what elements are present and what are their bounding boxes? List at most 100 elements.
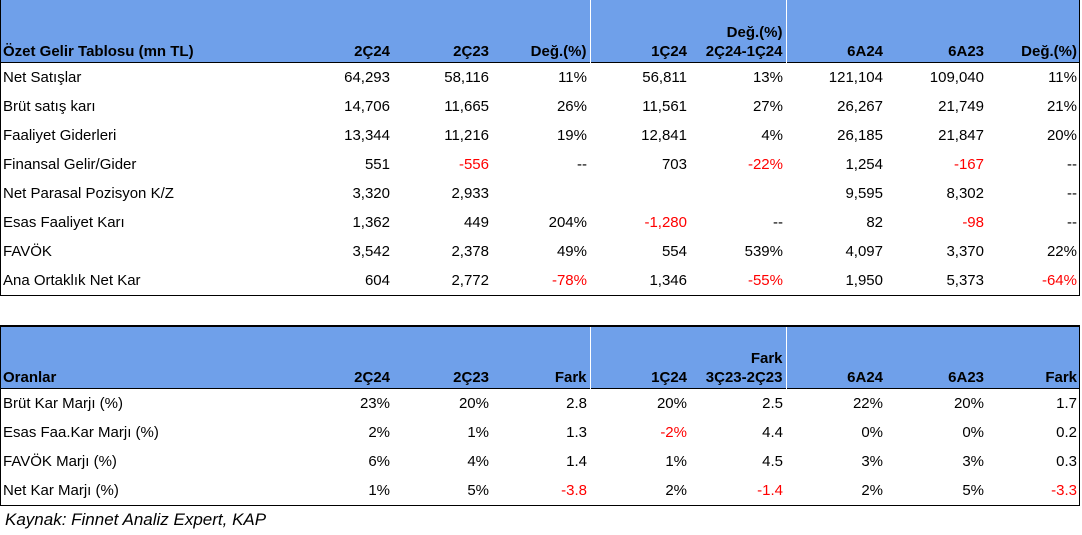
- table-cell: 551: [364, 156, 390, 173]
- table-cell: 13%: [752, 69, 783, 86]
- table-cell: 20%: [953, 394, 984, 412]
- col-yoy-change: Değ.(%): [492, 0, 590, 63]
- table-cell: 1,254: [845, 156, 883, 173]
- col-1q24: 1Ç24: [589, 326, 690, 388]
- table-cell: 1.3: [566, 423, 587, 441]
- ratios-table: Oranlar 2Ç24 2Ç23 Fark 1Ç24 Fark 3Ç23-2Ç2…: [0, 325, 1080, 506]
- table-cell: 1%: [665, 452, 687, 470]
- table-cell: [492, 179, 590, 208]
- income-row: Ana Ortaklık Net Kar 604 2,772 -78% 1,346 -55…: [0, 266, 1080, 296]
- row-label: Net Kar Marjı (%): [0, 475, 297, 506]
- table-cell: -64%: [987, 266, 1080, 296]
- table-cell: 11%: [1048, 69, 1077, 86]
- table-cell: 2%: [786, 475, 886, 506]
- table-cell: 5%: [393, 475, 492, 506]
- table-cell: 3%: [962, 452, 984, 470]
- table-cell: 82: [866, 214, 883, 231]
- table-cell: -98: [962, 214, 984, 231]
- col-qoq-diff: Fark 3Ç23-2Ç23: [690, 326, 786, 388]
- table-cell: 5,373: [886, 266, 987, 296]
- table-cell: 554: [661, 243, 687, 260]
- income-body: Net Satışlar 64,293 58,116 11% 56,811 13% 121,…: [0, 63, 1080, 296]
- income-right-border: [1079, 0, 1080, 296]
- row-label: Esas Faa.Kar Marjı (%): [3, 423, 159, 441]
- col-qoq-change-period: 2Ç24-1Ç24: [705, 43, 783, 60]
- table-cell: 11,665: [444, 98, 489, 115]
- table-cell: 0.2: [1056, 423, 1077, 441]
- table-cell: 22%: [852, 394, 883, 412]
- table-cell: 604: [297, 266, 393, 296]
- col-6m23: 6A23: [886, 326, 987, 388]
- table-cell: 8,302: [946, 185, 984, 202]
- table-cell: 0.3: [1056, 452, 1077, 470]
- income-row: Esas Faaliyet Karı 1,362 449 204% -1,280 -- 82…: [0, 208, 1080, 237]
- table-cell: 27%: [752, 98, 783, 115]
- table-cell: 2,772: [393, 266, 492, 296]
- table-cell: 4%: [761, 127, 783, 144]
- income-row: Net Parasal Pozisyon K/Z 3,320 2,933 9,595 8…: [0, 179, 1080, 208]
- table-cell: -22%: [747, 156, 783, 173]
- table-cell: 11,216: [444, 127, 489, 144]
- table-cell: 11,561: [642, 98, 687, 115]
- table-cell: 5%: [886, 475, 987, 506]
- table-cell: 9,595: [845, 185, 883, 202]
- table-cell: 4.5: [762, 452, 783, 470]
- table-cell: -3.8: [492, 475, 590, 506]
- table-cell: 2%: [590, 475, 690, 506]
- table-cell: 2%: [368, 423, 390, 441]
- table-cell: -167: [953, 156, 984, 173]
- table-cell: 703: [661, 156, 687, 173]
- table-cell: -1,280: [644, 214, 687, 231]
- table-cell: 3,542: [352, 243, 390, 260]
- col-2q24: 2Ç24: [297, 326, 393, 388]
- row-label: FAVÖK: [3, 243, 52, 260]
- table-cell: 4,097: [845, 243, 883, 260]
- table-cell: -3.3: [987, 475, 1080, 506]
- table-cell: 21%: [1046, 98, 1077, 115]
- table-cell: 13,344: [344, 127, 390, 144]
- row-label: Brüt satış karı: [3, 98, 96, 115]
- table-cell: 4.4: [762, 423, 783, 441]
- table-cell: [590, 179, 690, 208]
- table-cell: 1.4: [566, 452, 587, 470]
- col-6m-change: Değ.(%): [987, 0, 1080, 63]
- table-cell: 2,378: [451, 243, 489, 260]
- income-statement-table: Özet Gelir Tablosu (mn TL) 2Ç24 2Ç23 Değ…: [0, 0, 1080, 296]
- ratios-title: Oranlar: [0, 326, 297, 388]
- table-cell: -556: [458, 156, 489, 173]
- income-row: FAVÖK 3,542 2,378 49% 554 539% 4,097 3,370 22%: [0, 237, 1080, 266]
- table-cell: 20%: [656, 394, 687, 412]
- table-cell: 2.5: [762, 394, 783, 412]
- table-cell: 449: [463, 214, 489, 231]
- row-label: Faaliyet Giderleri: [3, 127, 117, 144]
- table-cell: 3,320: [352, 185, 390, 202]
- ratio-row: FAVÖK Marjı (%) 6% 4% 1.4 1% 4.5 3% 3% 0.3: [0, 447, 1080, 476]
- row-label: Brüt Kar Marjı (%): [3, 394, 124, 412]
- income-row: Finansal Gelir/Gider 551 -556 -- 703 -22% 1,25…: [0, 150, 1080, 179]
- table-cell: 20%: [458, 394, 489, 412]
- table-cell: --: [1067, 214, 1077, 231]
- income-row: Net Satışlar 64,293 58,116 11% 56,811 13% 121,…: [0, 63, 1080, 93]
- table-cell: 64,293: [344, 69, 390, 86]
- col-6m24: 6A24: [785, 326, 886, 388]
- row-label: Net Satışlar: [3, 69, 82, 86]
- table-cell: 2,933: [451, 185, 489, 202]
- ratios-header-row: Oranlar 2Ç24 2Ç23 Fark 1Ç24 Fark 3Ç23-2Ç2…: [0, 326, 1080, 388]
- ratios-body: Brüt Kar Marjı (%) 23% 20% 2.8 20% 2.5 22% 20% 1…: [0, 388, 1080, 506]
- table-cell: -2%: [660, 423, 687, 441]
- table-cell: 121,104: [828, 69, 883, 86]
- table-cell: 19%: [556, 127, 587, 144]
- table-cell: 1,346: [590, 266, 690, 296]
- col-2q23: 2Ç23: [393, 326, 492, 388]
- row-label: Ana Ortaklık Net Kar: [0, 266, 297, 296]
- table-cell: 20%: [1046, 127, 1077, 144]
- row-label: FAVÖK Marjı (%): [3, 452, 117, 470]
- table-cell: 4%: [467, 452, 489, 470]
- table-cell: [690, 179, 786, 208]
- table-cell: --: [577, 156, 587, 173]
- income-header-row: Özet Gelir Tablosu (mn TL) 2Ç24 2Ç23 Değ…: [0, 0, 1080, 63]
- table-cell: 1%: [297, 475, 393, 506]
- table-cell: 22%: [1046, 243, 1077, 260]
- table-cell: 1%: [467, 423, 489, 441]
- ratio-row: Brüt Kar Marjı (%) 23% 20% 2.8 20% 2.5 22% 20% 1…: [0, 388, 1080, 418]
